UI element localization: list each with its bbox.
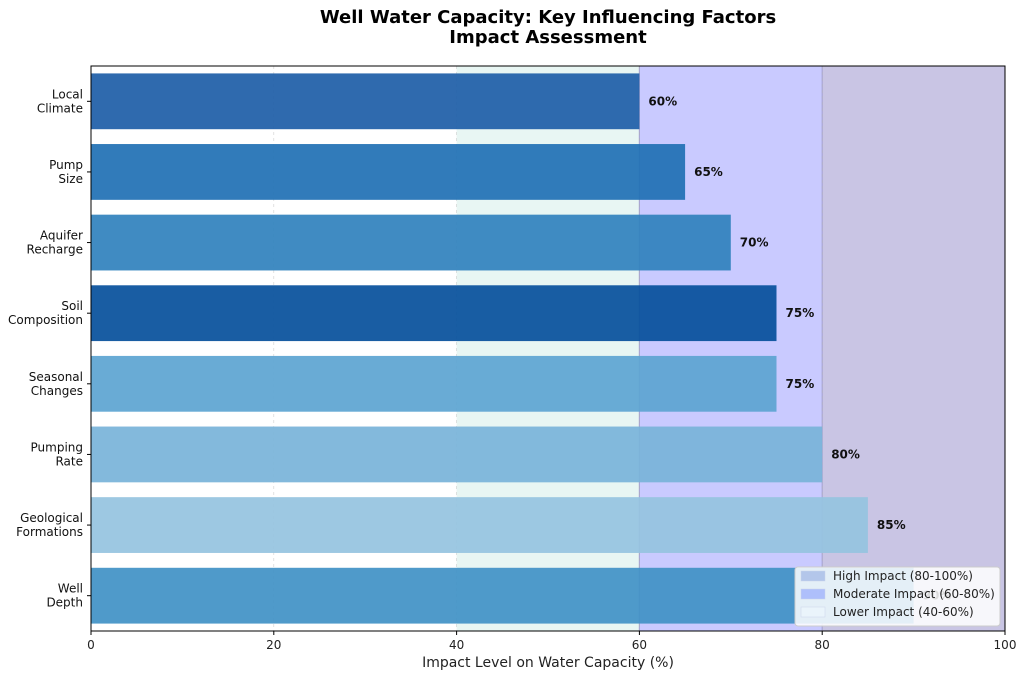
- value-label-3: 75%: [786, 306, 815, 320]
- bar-2: [91, 214, 731, 271]
- bar-5: [91, 426, 823, 483]
- category-label-0-0: Local: [52, 87, 83, 101]
- value-label-1: 65%: [694, 165, 723, 179]
- category-label-5-0: Pumping: [31, 440, 84, 454]
- legend-swatch-2: [800, 606, 826, 618]
- legend-label-2: Lower Impact (40-60%): [833, 605, 974, 619]
- bar-4: [91, 355, 777, 412]
- bar-0: [91, 73, 640, 130]
- category-label-6-0: Geological: [20, 511, 83, 525]
- value-label-2: 70%: [740, 236, 769, 250]
- category-label-7-1: Depth: [46, 596, 83, 610]
- category-label-5-1: Rate: [55, 454, 83, 468]
- bar-3: [91, 285, 777, 342]
- x-tick-label-4: 80: [815, 638, 830, 652]
- bar-7: [91, 567, 914, 624]
- legend-label-0: High Impact (80-100%): [833, 569, 973, 583]
- legend-swatch-1: [800, 588, 826, 600]
- category-label-2-1: Recharge: [27, 243, 83, 257]
- x-tick-label-3: 60: [632, 638, 647, 652]
- category-label-4-1: Changes: [31, 384, 83, 398]
- category-label-4-0: Seasonal: [29, 370, 83, 384]
- category-label-0-1: Climate: [37, 101, 83, 115]
- value-label-0: 60%: [648, 94, 677, 108]
- x-tick-label-2: 40: [449, 638, 464, 652]
- x-tick-label-5: 100: [994, 638, 1017, 652]
- x-axis-title: Impact Level on Water Capacity (%): [422, 655, 674, 671]
- bar-1: [91, 144, 686, 200]
- category-label-7-0: Well: [58, 582, 83, 596]
- category-label-1-1: Size: [58, 172, 83, 186]
- legend-box: [794, 566, 1001, 627]
- legend: High Impact (80-100%) Moderate Impact (60…: [794, 566, 1001, 627]
- value-label-5: 80%: [831, 447, 860, 461]
- category-label-3-0: Soil: [61, 299, 83, 313]
- bars: [91, 73, 914, 624]
- legend-swatch-0: [800, 570, 826, 582]
- chart-title-line-1: Well Water Capacity: Key Influencing Fac…: [320, 7, 776, 28]
- x-tick-label-0: 0: [87, 638, 95, 652]
- value-label-4: 75%: [786, 377, 815, 391]
- value-label-6: 85%: [877, 518, 906, 532]
- legend-label-1: Moderate Impact (60-80%): [833, 587, 995, 601]
- chart-title-line-2: Impact Assessment: [449, 27, 647, 48]
- x-tick-label-1: 20: [266, 638, 281, 652]
- category-label-1-0: Pump: [49, 158, 83, 172]
- category-labels: LocalClimatePumpSizeAquiferRechargeSoilC…: [8, 87, 91, 610]
- category-label-2-0: Aquifer: [40, 229, 83, 243]
- x-axis-ticks: 0 20 40 60 80 100: [87, 631, 1016, 652]
- category-label-6-1: Formations: [16, 525, 83, 539]
- bar-6: [91, 497, 868, 553]
- plot-frame: [90, 65, 1006, 632]
- category-label-3-1: Composition: [8, 313, 83, 327]
